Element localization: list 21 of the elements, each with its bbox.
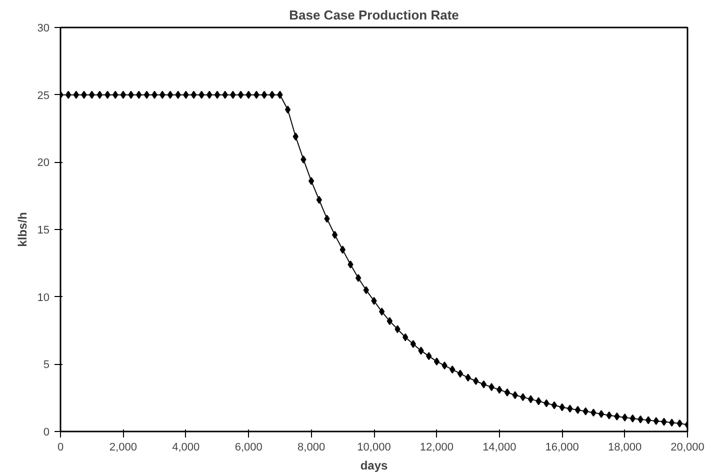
x-tick-label: 0 [57,442,64,454]
y-axis-title: klbs/h [15,212,30,247]
y-tick-label: 10 [37,292,50,304]
x-tick-label: 8,000 [298,442,326,454]
x-tick-label: 4,000 [172,442,200,454]
y-tick-label: 30 [37,22,50,34]
x-tick-label: 10,000 [357,442,391,454]
x-tick-label: 16,000 [545,442,579,454]
y-tick-label: 20 [37,157,50,170]
y-tick-label: 25 [37,90,50,102]
chart-title: Base Case Production Rate [289,8,459,22]
y-tick-label: 15 [37,224,50,236]
y-tick-label: 5 [43,359,50,372]
x-tick-label: 2,000 [109,442,137,454]
x-axis-title: days [360,458,388,472]
x-tick-label: 6,000 [234,442,262,454]
y-tick-label: 0 [43,426,50,438]
x-tick-label: 18,000 [608,442,642,454]
x-tick-label: 20,000 [670,442,704,454]
x-tick-label: 12,000 [420,442,454,454]
x-tick-label: 14,000 [482,442,516,454]
